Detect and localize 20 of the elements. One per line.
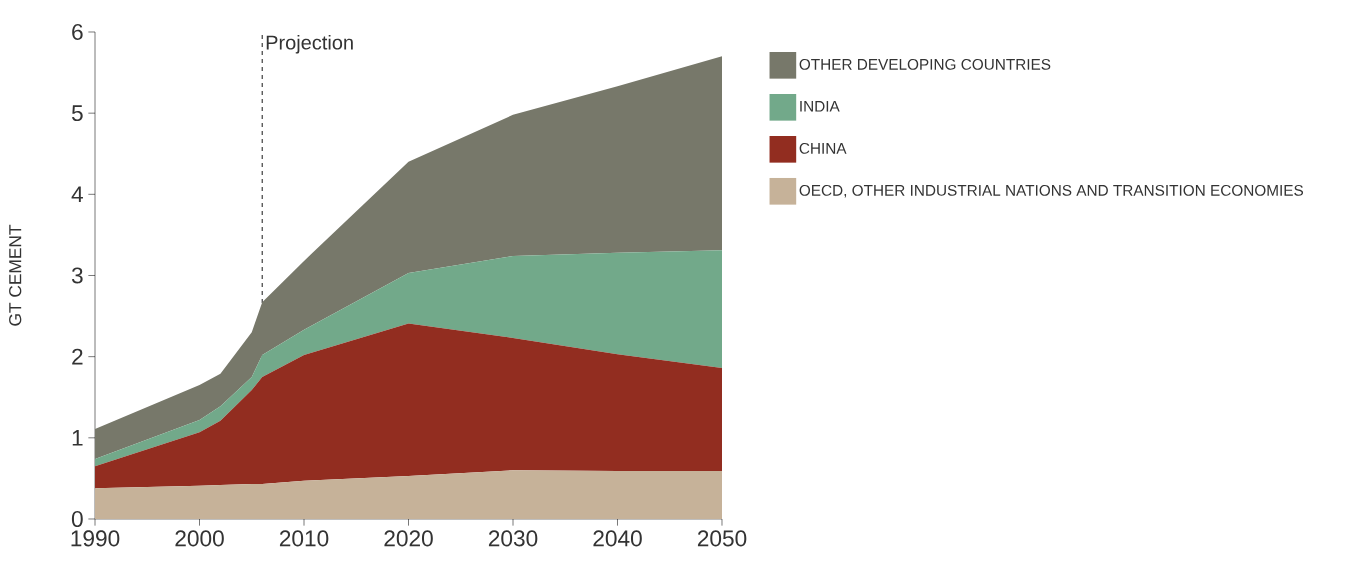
- y-tick-label: 4: [71, 186, 83, 203]
- x-tick-label: 1990: [71, 530, 120, 547]
- y-tick-label: 0: [71, 510, 83, 528]
- ref-line-label: Projection: [266, 34, 353, 54]
- y-tick-label: 5: [71, 105, 83, 122]
- x-tick-label: 2000: [175, 530, 224, 547]
- x-tick-label: 2030: [488, 530, 538, 547]
- legend-label: CHINA: [799, 142, 847, 154]
- x-tick-label: 2040: [593, 530, 642, 547]
- x-tick-label: 2020: [384, 530, 433, 547]
- y-axis-title: GT CEMENT: [9, 224, 22, 326]
- legend-label: INDIA: [800, 101, 840, 112]
- legend-label: OTHER DEVELOPING COUNTRIES: [799, 58, 1051, 70]
- y-tick-label: 2: [72, 348, 83, 365]
- y-tick-label: 1: [72, 430, 83, 446]
- y-tick-label: 3: [71, 267, 83, 284]
- x-tick-label: 2050: [697, 530, 747, 547]
- y-tick-label: 6: [72, 23, 83, 41]
- legend-label: OECD, OTHER INDUSTRIAL NATIONS AND TRANSITION ECONOMIES: [799, 184, 1304, 198]
- x-tick-label: 2010: [279, 530, 329, 547]
